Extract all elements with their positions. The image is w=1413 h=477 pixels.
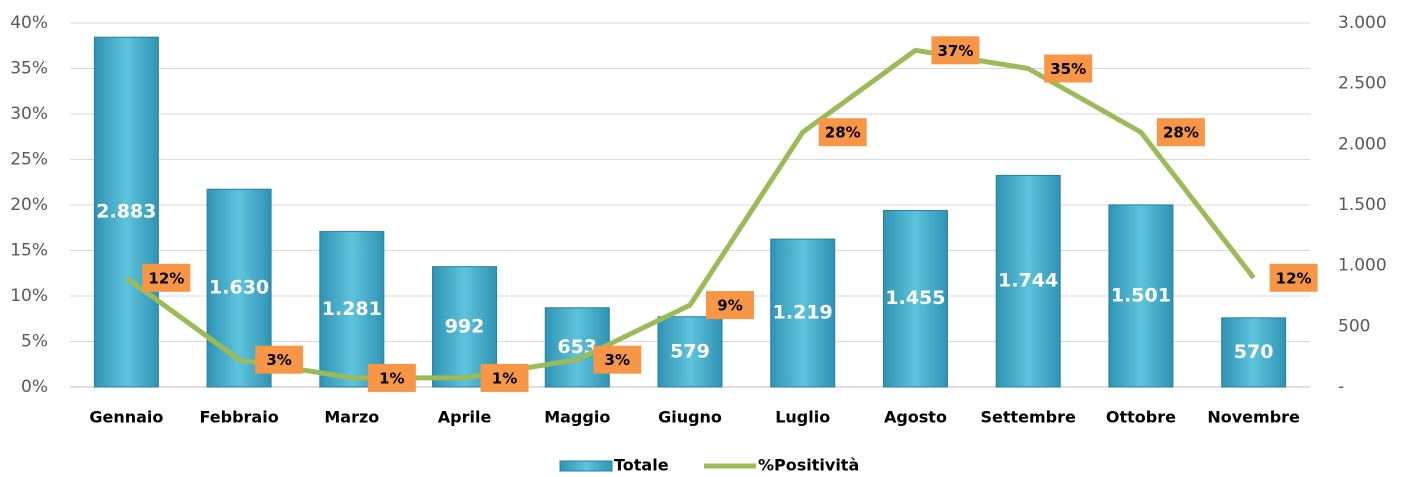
label-box [1269, 263, 1318, 292]
bar-label: 1.630 [209, 277, 269, 299]
line-label: 1% [492, 369, 517, 387]
y-tick-label: 20% [10, 195, 48, 215]
x-tick-label: Febbraio [199, 408, 278, 427]
y2-tick-label: 1.500 [1338, 195, 1387, 215]
x-tick-label: Novembre [1207, 408, 1300, 427]
line [124, 47, 1256, 381]
line-label: 12% [1276, 269, 1312, 287]
bar-label: 2.883 [96, 201, 156, 223]
bar [1108, 204, 1174, 388]
line-label: 35% [1050, 60, 1086, 78]
bar-label: 1.281 [322, 298, 382, 320]
label-box [1156, 118, 1205, 147]
label-box [931, 36, 980, 65]
bar-label: 1.744 [998, 270, 1058, 292]
y2-tick-label: 3.000 [1338, 13, 1387, 33]
bar [657, 316, 723, 388]
bar-label: 992 [445, 315, 485, 337]
y2-tick-label: - [1338, 377, 1344, 397]
y-tick-label: 0% [21, 377, 48, 397]
y-tick-label: 30% [10, 104, 48, 124]
y-tick-label: 5% [21, 332, 48, 352]
line-label: 37% [938, 42, 974, 60]
label-box [142, 263, 191, 292]
x-tick-label: Luglio [775, 408, 830, 427]
x-tick-label: Settembre [980, 408, 1076, 427]
bar [432, 266, 498, 388]
y-tick-label: 40% [10, 13, 48, 33]
x-tick-label: Giugno [658, 408, 722, 427]
bar [319, 231, 385, 388]
bar [93, 36, 159, 388]
legend-label: Totale [614, 456, 669, 475]
x-tick-label: Aprile [438, 408, 492, 427]
label-box [706, 291, 754, 320]
y-tick-label: 15% [10, 241, 48, 261]
x-tick-label: Ottobre [1106, 408, 1176, 427]
legend-swatch [559, 460, 613, 472]
bar [1221, 317, 1287, 388]
y2-tick-label: 1.000 [1338, 256, 1387, 276]
x-tick-label: Maggio [544, 408, 610, 427]
x-tick-label: Gennaio [89, 408, 163, 427]
bar-label: 570 [1234, 341, 1274, 363]
line-label: 3% [266, 351, 291, 369]
label-box [480, 363, 529, 392]
label-box [1044, 54, 1093, 83]
label-box [593, 345, 642, 374]
y-tick-label: 25% [10, 150, 48, 170]
y2-tick-label: 2.000 [1338, 134, 1387, 154]
line-label: 1% [379, 369, 404, 387]
line-label: 3% [605, 351, 630, 369]
legend-label: %Positività [758, 456, 859, 475]
y2-tick-label: 500 [1338, 316, 1370, 336]
line-label: 28% [825, 124, 861, 142]
label-box [367, 363, 416, 392]
bar-label: 579 [670, 340, 710, 362]
bar [882, 209, 948, 388]
y-tick-label: 35% [10, 59, 48, 79]
bar-label: 1.501 [1111, 284, 1171, 306]
bar-label: 1.455 [885, 287, 945, 309]
x-tick-label: Agosto [884, 408, 947, 427]
line-label: 12% [148, 269, 184, 287]
line-label: 28% [1163, 124, 1199, 142]
y2-tick-label: 2.500 [1338, 74, 1387, 94]
line-label: 9% [717, 297, 742, 315]
label-box [818, 118, 867, 147]
bar [770, 238, 836, 388]
x-tick-label: Marzo [324, 408, 379, 427]
bar [206, 188, 272, 388]
label-box [255, 345, 304, 374]
bar [995, 174, 1061, 388]
y-tick-label: 10% [10, 286, 48, 306]
bar-label: 1.219 [773, 302, 833, 324]
